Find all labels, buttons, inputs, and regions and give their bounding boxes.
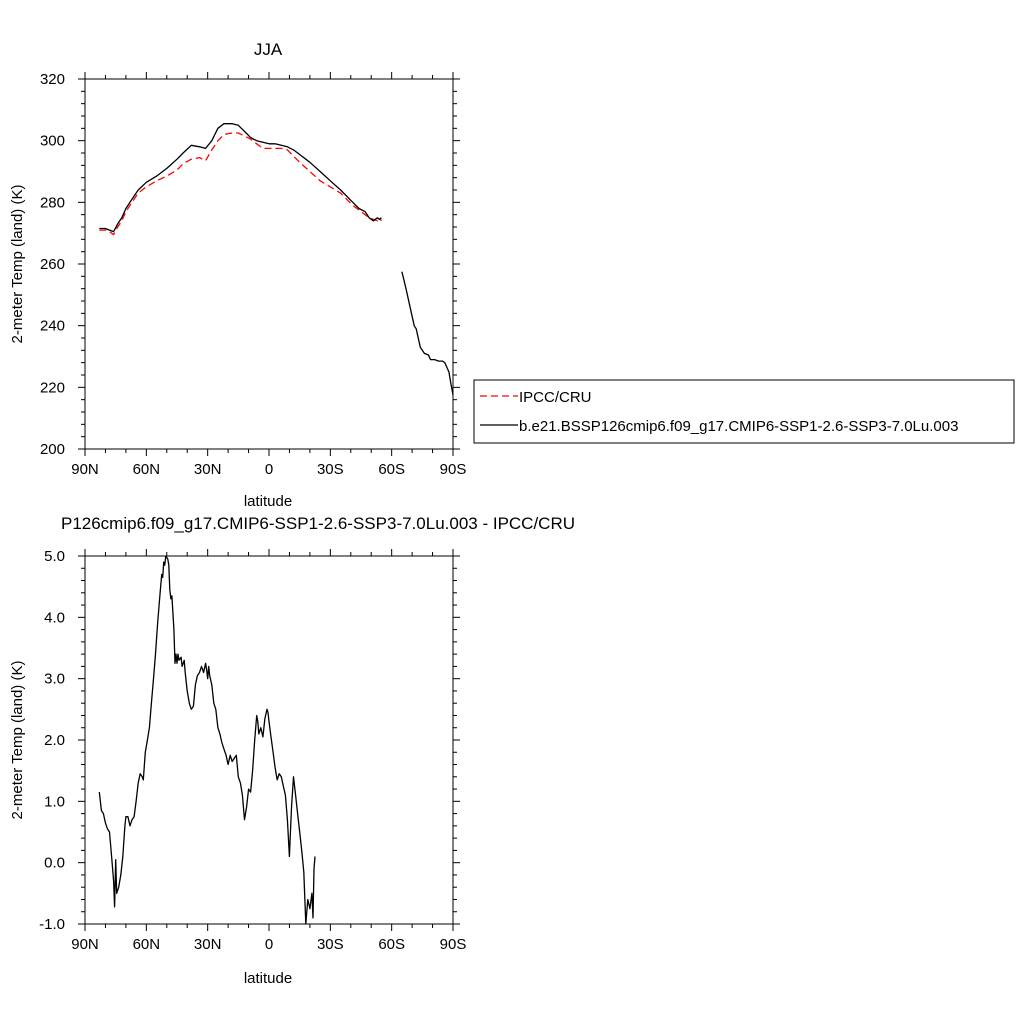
ticks (78, 549, 460, 931)
y-tick-labels: -1.0 0.0 1.0 2.0 3.0 4.0 5.0 (39, 548, 65, 933)
legend-box (473, 379, 1015, 444)
y-tick-label: 300 (40, 133, 65, 150)
y-tick-label: 220 (40, 379, 65, 396)
y-tick-label: 240 (40, 318, 65, 335)
y-tick-label: 5.0 (44, 548, 65, 565)
y-tick-label: -1.0 (39, 916, 65, 933)
chart-title: P126cmip6.f09_g17.CMIP6-SSP1-2.6-SSP3-7.… (61, 514, 575, 533)
y-tick-labels: 200 220 240 260 280 300 320 (40, 71, 65, 458)
x-tick-label: 60N (133, 461, 161, 478)
x-tick-label: 60N (133, 936, 161, 953)
series-line-difference (98, 555, 316, 925)
chart-bottom: P126cmip6.f09_g17.CMIP6-SSP1-2.6-SSP3-7.… (9, 514, 575, 987)
legend-label-model: b.e21.BSSP126cmip6.f09_g17.CMIP6-SSP1-2.… (519, 418, 958, 435)
x-tick-label: 90S (440, 936, 467, 953)
x-tick-label: 90S (440, 461, 467, 478)
plot-frame (84, 78, 454, 450)
series-lines (99, 123, 454, 396)
y-axis-label: 2-meter Temp (land) (K) (9, 185, 26, 344)
y-tick-label: 0.0 (44, 855, 65, 872)
y-tick-label: 1.0 (44, 793, 65, 810)
x-tick-label: 60S (378, 936, 405, 953)
y-tick-label: 320 (40, 71, 65, 88)
x-tick-label: 0 (265, 461, 273, 478)
ticks (78, 72, 460, 456)
y-axis-label: 2-meter Temp (land) (K) (9, 661, 26, 820)
series-line-ipcc-cru (99, 132, 382, 236)
series-line-b-e21-bssp126cmip6-f09-g17-cmip6-ssp1-2-6-ssp3-7-0lu-003 (401, 271, 454, 396)
x-axis-label: latitude (244, 970, 292, 987)
x-tick-labels: 90N 60N 30N 0 30S 60S 90S (71, 461, 466, 478)
y-tick-label: 2.0 (44, 732, 65, 749)
plot-frame (84, 555, 454, 925)
legend-label-ipcc-cru: IPCC/CRU (519, 389, 592, 406)
series-lines (98, 555, 316, 925)
x-tick-label: 90N (71, 461, 99, 478)
x-tick-label: 90N (71, 936, 99, 953)
x-tick-label: 60S (378, 461, 405, 478)
chart-top: JJA 90N 60N 30N 0 30S 60S 90S 200 220 240 260 280 3… (9, 40, 466, 510)
x-tick-label: 0 (265, 936, 273, 953)
y-tick-label: 280 (40, 194, 65, 211)
x-tick-label: 30S (317, 936, 344, 953)
y-tick-label: 260 (40, 256, 65, 273)
y-tick-label: 4.0 (44, 609, 65, 626)
y-tick-label: 200 (40, 441, 65, 458)
x-tick-labels: 90N 60N 30N 0 30S 60S 90S (71, 936, 466, 953)
legend: IPCC/CRU b.e21.BSSP126cmip6.f09_g17.CMIP… (473, 379, 1015, 444)
chart-title: JJA (254, 40, 283, 59)
x-tick-label: 30N (194, 936, 222, 953)
series-line-b-e21-bssp126cmip6-f09-g17-cmip6-ssp1-2-6-ssp3-7-0lu-003 (99, 123, 382, 233)
x-axis-label: latitude (244, 493, 292, 510)
x-tick-label: 30N (194, 461, 222, 478)
y-tick-label: 3.0 (44, 671, 65, 688)
x-tick-label: 30S (317, 461, 344, 478)
